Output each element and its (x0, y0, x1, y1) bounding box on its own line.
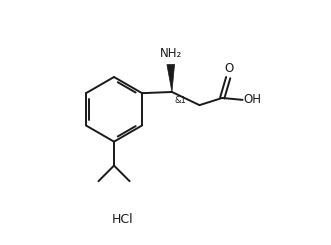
Text: HCl: HCl (112, 213, 133, 226)
Polygon shape (167, 64, 174, 92)
Text: &1: &1 (175, 96, 187, 105)
Text: O: O (225, 62, 234, 75)
Text: OH: OH (244, 93, 262, 106)
Text: NH₂: NH₂ (160, 47, 182, 60)
